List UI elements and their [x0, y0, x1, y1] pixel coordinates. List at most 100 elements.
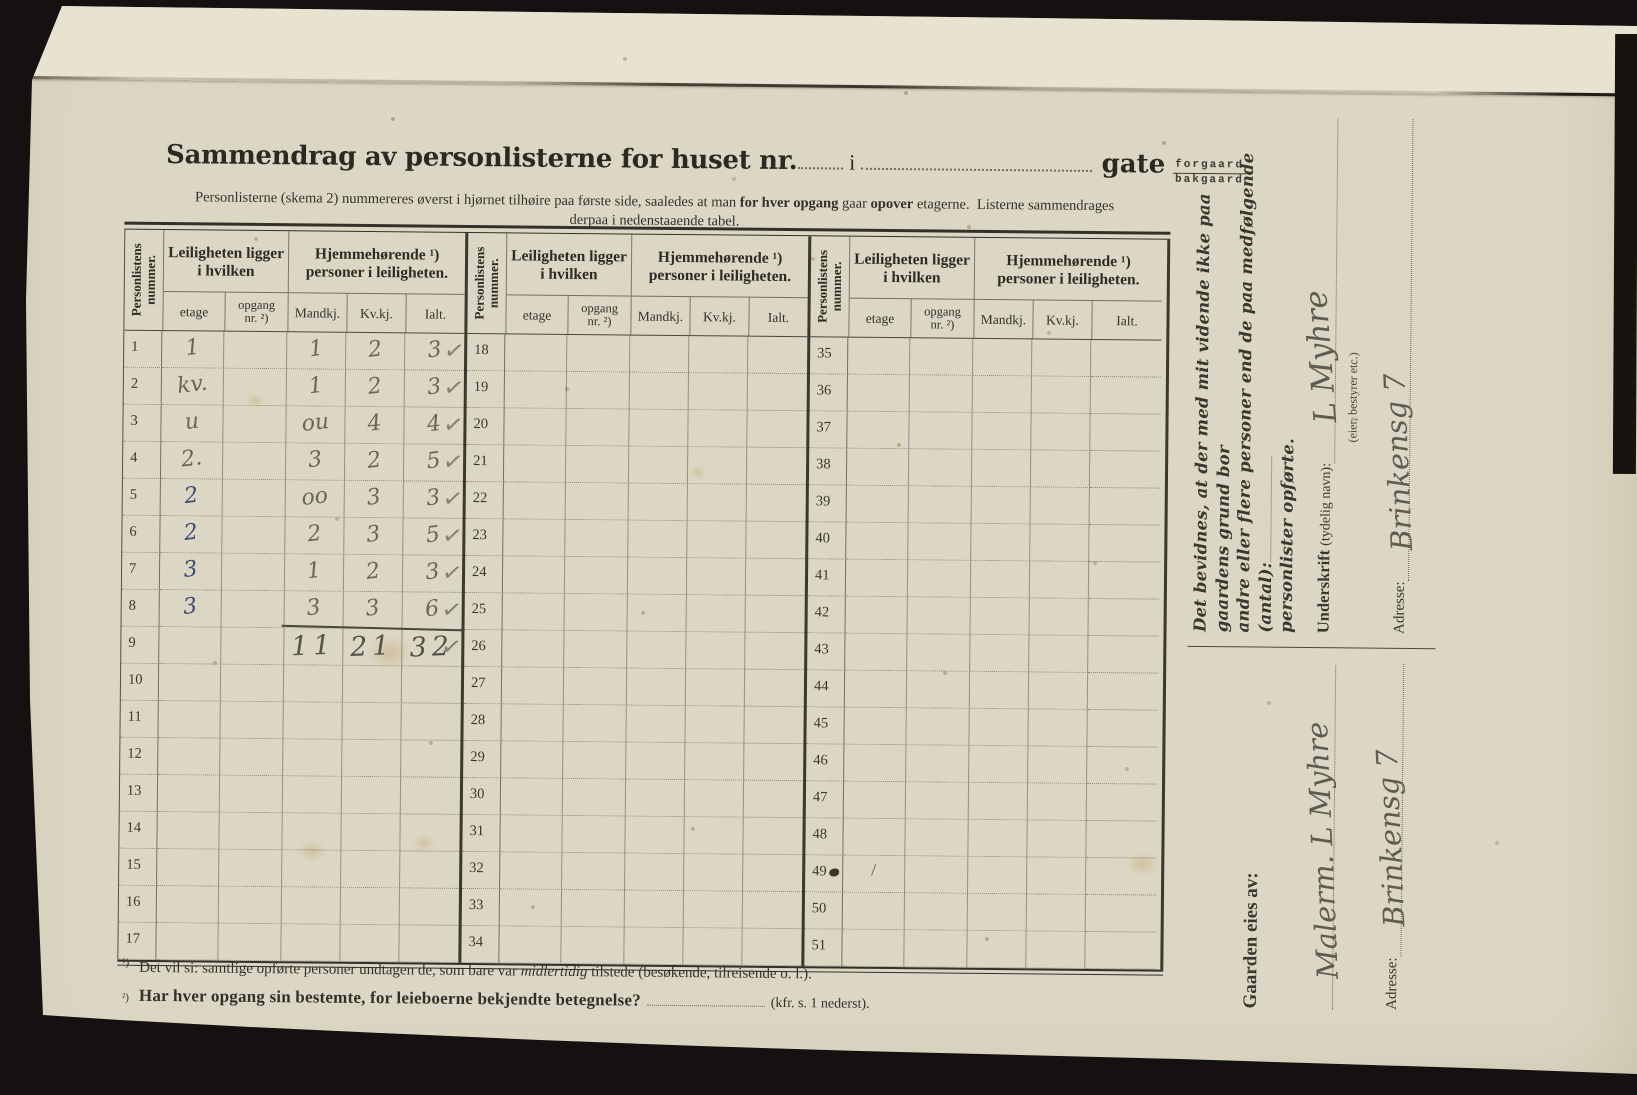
cell-ialt	[747, 373, 807, 412]
cell-kv	[684, 780, 745, 818]
header-kvkj: Kv.kj.	[690, 297, 750, 336]
cell-man: ou	[286, 406, 346, 444]
table-row: 2 kv. 1 2 3 ✓	[123, 367, 466, 408]
table-row: 35	[809, 337, 1162, 378]
cell-man	[972, 412, 1032, 451]
cell-opgang	[561, 889, 626, 928]
cell-etage: kv.	[161, 368, 225, 406]
cell-man	[968, 819, 1028, 858]
cell-opgang	[566, 408, 630, 447]
row-number: 44	[813, 678, 829, 695]
cell-etage	[843, 818, 906, 857]
paper-stain	[1126, 852, 1158, 876]
row-number: 41	[814, 567, 830, 584]
cell-ialt	[1085, 857, 1157, 896]
cell-ialt	[1089, 487, 1160, 526]
cell-opgang	[908, 486, 972, 524]
row-number: 21	[473, 453, 488, 470]
row-number-cell: 51	[804, 929, 843, 967]
instruction-text: etagerne.	[916, 196, 970, 213]
cell-kv: 3	[344, 480, 404, 519]
row-number-cell: 37	[809, 411, 848, 449]
row-number: 24	[471, 564, 487, 581]
cell-ialt	[1086, 820, 1157, 859]
cell-etage	[500, 778, 564, 816]
cell-man	[970, 560, 1031, 599]
row-number-cell: 3	[123, 404, 162, 443]
table-row: 23	[465, 518, 806, 560]
cell-ialt	[1089, 524, 1160, 563]
cell-etage	[502, 556, 566, 594]
street-name-blank	[861, 151, 1092, 172]
number-column-header: Personlistens nummer.	[810, 236, 851, 337]
row-number-cell: 36	[809, 374, 848, 412]
row-number: 49	[812, 863, 827, 880]
row-number: 38	[816, 456, 831, 473]
cell-etage	[846, 522, 909, 561]
cell-etage: 3	[159, 553, 223, 591]
handwritten-value: 1	[307, 372, 325, 400]
table-row: 44	[806, 670, 1159, 711]
cell-opgang	[563, 667, 628, 706]
row-number-cell: 47	[805, 781, 845, 819]
cell-man	[283, 702, 343, 740]
row-number-cell: 43	[807, 633, 846, 671]
cell-kv	[1031, 413, 1091, 451]
cell-opgang	[224, 331, 288, 370]
table-row: 32	[462, 851, 803, 893]
cell-etage: 2.	[160, 442, 224, 480]
cell-kv	[685, 669, 746, 707]
table-row: 8 3 3 3 6 ✓	[121, 589, 464, 630]
footnote-text: Det vil si: samtlige opførte personer un…	[139, 959, 518, 980]
handwritten-value: 4	[366, 410, 383, 437]
table-row: 4 2. 3 2 5 ✓	[122, 441, 465, 482]
form-title-row: Sammendrag av personlisterne for huset n…	[166, 140, 1247, 193]
cell-kv: 2	[344, 443, 405, 482]
cell-ialt	[1090, 413, 1161, 452]
table-row: 25	[464, 592, 805, 634]
table-row: 47	[805, 781, 1158, 822]
cell-opgang	[221, 553, 286, 592]
footnote-marker: ²)	[121, 991, 129, 1004]
checkmark: ✓	[439, 557, 465, 589]
table-row: 21	[465, 444, 807, 486]
handwritten-value: 3	[364, 595, 382, 622]
row-number-cell: 6	[122, 515, 161, 554]
cell-etage	[844, 744, 907, 783]
cell-ialt: 6 ✓	[402, 592, 464, 630]
cell-ialt	[746, 484, 806, 523]
cell-opgang	[904, 893, 968, 931]
instruction-text: Personlisterne (skema 2) nummereres øver…	[194, 189, 737, 211]
row-number: 13	[126, 782, 142, 799]
cell-etage	[157, 775, 221, 813]
number-column-header: Personlistens nummer.	[467, 232, 508, 334]
row-number-cell: 20	[466, 407, 505, 446]
table-row: 7 3 1 2 3 ✓	[121, 552, 465, 593]
cell-ialt	[400, 777, 461, 815]
cell-ialt	[401, 740, 461, 778]
group-header: Personlistens nummer. Leiligheten ligger…	[810, 236, 1162, 340]
handwritten-value: kv.	[175, 370, 209, 399]
cell-man	[971, 523, 1031, 562]
cell-etage: u	[161, 405, 224, 443]
footnote-italic: midlertidig	[520, 963, 588, 981]
row-number: 26	[471, 638, 486, 655]
table-row: 26	[464, 629, 805, 671]
handwritten-value: u	[183, 408, 201, 436]
cell-opgang	[219, 775, 284, 814]
attestation-sidebar: Gaarden eies av: Malerm. L Myhre Adresse…	[1184, 103, 1455, 1024]
paper-specks	[0, 0, 2, 2]
header-leiligheten: Leiligheten ligger i hvilken	[849, 236, 976, 299]
header-hjemmehorende: Hjemmehørende ¹) personer i leiligheten.	[305, 244, 449, 282]
handwritten-value: ∕	[870, 862, 877, 879]
cell-opgang	[563, 741, 627, 780]
header-etage: etage	[506, 295, 569, 334]
number-column-label: Personlistens nummer.	[471, 246, 502, 320]
cell-opgang	[909, 412, 973, 450]
cell-opgang	[565, 445, 630, 484]
header-opgang: opgang nr. ²)	[911, 299, 975, 338]
row-number-cell: 30	[462, 777, 502, 816]
row-number: 11	[127, 708, 142, 725]
number-column-label: Personlistens nummer.	[128, 243, 159, 317]
